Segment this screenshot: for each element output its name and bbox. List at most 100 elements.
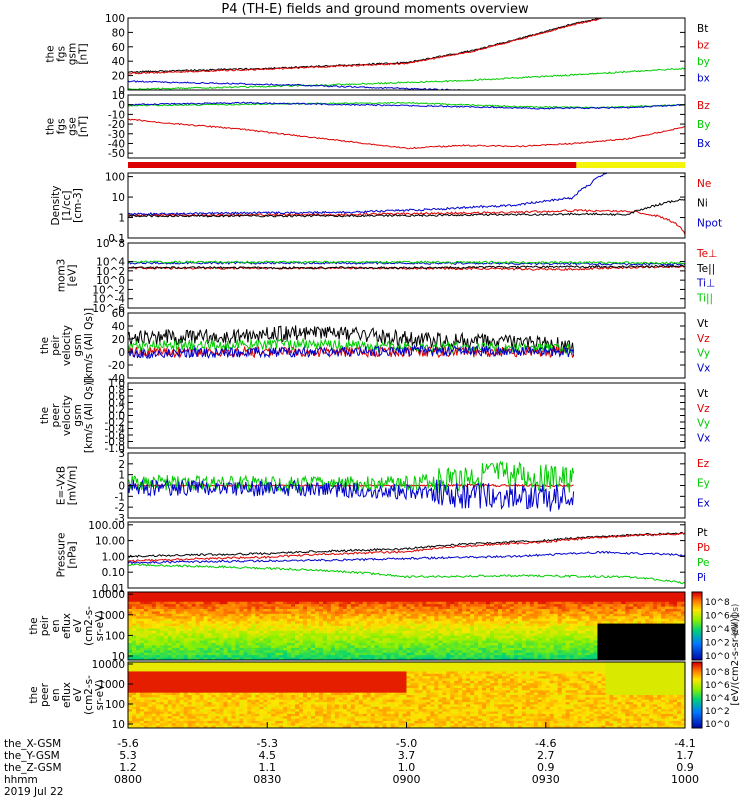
y-tick-label: -2 — [115, 502, 125, 514]
ylabel-line: fgs — [56, 46, 68, 62]
y-tick-label: -10 — [108, 109, 125, 121]
y-tick-label: 60 — [112, 42, 125, 54]
y-tick-label: -40 — [108, 138, 125, 150]
figure-title: P4 (TH-E) fields and ground moments over… — [221, 2, 529, 17]
y-tick-label: -20 — [108, 360, 125, 372]
ylabel-line: velocity — [61, 325, 73, 366]
x-gsm-label: -4.1 — [674, 737, 695, 750]
y-tick-label: 1 — [118, 470, 125, 482]
legend-Vz: Vz — [697, 403, 710, 415]
series-temperature-Ti|| — [127, 260, 685, 265]
series-pressure-Pt — [127, 531, 686, 558]
y-tick-label: 1000 — [98, 610, 125, 622]
ylabel-line: gsm — [72, 404, 84, 426]
z-gsm-label: 1.0 — [398, 761, 416, 774]
ylabel-line: the — [45, 45, 57, 62]
series-temperature-Te|| — [127, 264, 686, 270]
colorbar-title: [eV/(cm2-s-sr-eV)] — [730, 614, 741, 705]
series-peir_velocity-Vt — [127, 325, 575, 353]
y-tick-label: -0.4 — [105, 424, 126, 436]
ylabel-line: the — [39, 337, 51, 354]
colorbar-tick-label: 10^6 — [705, 612, 730, 622]
x-gsm-label: -5.0 — [396, 737, 417, 750]
y-gsm-label: 2.7 — [537, 749, 555, 762]
series-peir_velocity-Vy — [127, 337, 575, 355]
ylabel-line: peer — [50, 403, 62, 428]
hhmm-label: 0900 — [393, 773, 421, 786]
panel-ylabel-pressure: Pressure [nPa] — [56, 533, 79, 578]
legend-Te||: Te|| — [696, 263, 715, 275]
legend-Ex: Ex — [697, 497, 710, 509]
panel-ylabel-fgs_gsm: the fgs gsm [nT] — [45, 43, 90, 65]
y-tick-label: -3 — [115, 513, 125, 525]
panel-ylabel-efield: E=-VxB [mV/m] — [56, 466, 79, 505]
y-tick-label: -0.8 — [105, 437, 126, 449]
ylabel-line: the — [28, 617, 40, 634]
panel-frame-fgs_gse — [127, 94, 686, 159]
legend-Pb: Pb — [697, 542, 710, 554]
y-tick-label: 80 — [112, 27, 125, 39]
ylabel-line: the — [28, 686, 40, 703]
y-tick-label: -0.2 — [105, 417, 126, 429]
series-pressure-Pe — [127, 563, 686, 585]
panel-frame-temperature — [127, 242, 686, 309]
series-fgs_gsm-bz — [127, 17, 602, 75]
y-tick-label: 1.0 — [108, 378, 125, 390]
series-fgs_gse-By — [127, 101, 686, 109]
y-tick-label: 10.00 — [95, 536, 125, 548]
legend-Ti⊥: Ti⊥ — [696, 278, 715, 290]
heatmap-cells-peer_spec — [128, 662, 686, 729]
y-tick-label: 100 — [105, 630, 125, 642]
y-tick-label: 10000 — [92, 659, 125, 671]
ylabel-line: eV — [72, 687, 84, 701]
y-tick-label: 10^-6 — [92, 303, 125, 315]
y-tick-label: 0.4 — [108, 398, 125, 410]
ylabel-line: peir — [39, 615, 51, 636]
y-tick-label: 0 — [118, 100, 125, 112]
colorbar-tick-label: 10^4 — [705, 694, 730, 704]
y-tick-label: 100 — [105, 172, 125, 184]
x-gsm-label: -4.6 — [535, 737, 556, 750]
panel-ylabel-peir_velocity: the peir velocity gsm [km/s (All Qs)] — [39, 308, 95, 383]
legend-Bx: Bx — [697, 138, 710, 150]
legend-Npot: Npot — [697, 217, 722, 229]
y-tick-label: 100 — [105, 699, 125, 711]
y-tick-label: 10 — [112, 719, 125, 731]
legend-Te⊥: Te⊥ — [696, 248, 717, 260]
panel-ylabel-peir_spec: the peir en eflux eV (cm2-s-sr-eV) — [28, 606, 106, 646]
colorbar-tick-label: 10^0 — [705, 720, 730, 730]
y-tick-label: 20 — [112, 71, 125, 83]
y-gsm-label: 5.3 — [119, 749, 137, 762]
panel-frame-pressure — [127, 521, 686, 589]
y-tick-label: 0.01 — [102, 583, 125, 595]
ylabel-line: [cm-3] — [72, 188, 84, 223]
ylabel-line: sr-eV) — [94, 611, 106, 642]
panel-frame-peir_velocity — [127, 312, 686, 379]
y-tick-label: 3 — [118, 448, 125, 460]
legend-bz: bz — [697, 40, 710, 52]
date-label: 2019 Jul 22 — [4, 786, 63, 798]
axis-row-label: the_Y-GSM — [4, 750, 60, 762]
y-tick-label: 1 — [118, 213, 125, 225]
y-tick-label: 10 — [112, 90, 125, 102]
ylabel-line: fgs — [56, 119, 68, 135]
y-tick-label: 0 — [118, 347, 125, 359]
legend-Vz: Vz — [697, 333, 710, 345]
colorbar-tick-label: 10^8 — [705, 668, 730, 678]
legend-Ti||: Ti|| — [696, 292, 713, 304]
z-gsm-label: 1.2 — [119, 761, 137, 774]
ylabel-line: [nPa] — [67, 541, 79, 568]
y-tick-label: 1000 — [98, 679, 125, 691]
ylabel-line: mom3 — [56, 259, 68, 293]
ylabel-line: gsm — [72, 334, 84, 356]
y-tick-label: -50 — [108, 148, 125, 160]
ylabel-line: peer — [39, 682, 51, 707]
legend-Ni: Ni — [697, 198, 708, 210]
series-fgs_gsm-by — [127, 67, 686, 91]
y-tick-label: 10^8 — [96, 238, 125, 250]
y-tick-label: 1.00 — [102, 551, 125, 563]
ylabel-line: (cm2-s- — [83, 606, 95, 646]
series-density-Ni — [127, 198, 686, 218]
panel-ylabel-peer_velocity: the peer velocity gsm [km/s (All Qs)] — [39, 378, 95, 453]
colorbar-tick-label: 10^6 — [705, 681, 730, 691]
